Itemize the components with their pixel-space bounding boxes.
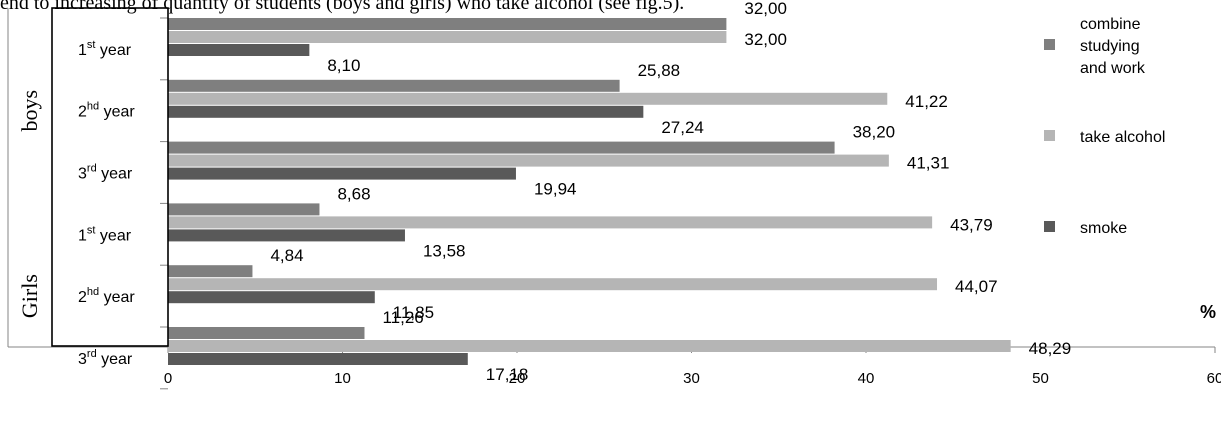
bar — [168, 353, 468, 365]
data-label: 44,07 — [955, 277, 998, 296]
data-label: 32,00 — [744, 0, 787, 18]
bar — [168, 44, 310, 56]
bar — [168, 203, 320, 216]
x-tick-label: 60 — [1207, 370, 1221, 387]
category-label: 2hd year — [78, 101, 135, 121]
category-label: 3rd year — [78, 163, 133, 183]
group-label: Girls — [17, 274, 42, 318]
bar — [168, 167, 516, 180]
data-label: 19,94 — [534, 180, 577, 199]
x-tick-label: 10 — [334, 370, 351, 387]
bar — [168, 154, 889, 167]
legend-label: smoke — [1080, 220, 1127, 237]
legend-swatch — [1044, 221, 1055, 232]
data-label: 11,85 — [393, 303, 434, 322]
data-label: 38,20 — [853, 123, 896, 142]
data-label: 11,26 — [382, 308, 423, 327]
data-label: 43,79 — [950, 215, 993, 234]
bar — [168, 265, 253, 278]
group-label: boys — [17, 90, 42, 132]
bar — [168, 229, 405, 242]
legend-label: studying — [1080, 38, 1140, 55]
bar — [168, 105, 644, 118]
bar — [168, 141, 835, 154]
bar — [168, 31, 727, 43]
category-label: 1st year — [78, 39, 132, 59]
legend-label: combine — [1080, 16, 1141, 33]
bar — [168, 340, 1011, 352]
bar — [168, 92, 888, 105]
legend-swatch — [1044, 39, 1055, 50]
bar — [168, 216, 933, 229]
bar — [168, 291, 375, 304]
x-tick-label: 20 — [509, 370, 526, 387]
data-label: 13,58 — [423, 241, 466, 260]
data-label: 8,10 — [327, 56, 360, 75]
category-box — [51, 7, 169, 347]
data-label: 41,22 — [905, 92, 948, 111]
category-label: 3rd year — [78, 348, 133, 368]
legend-swatch — [1044, 130, 1055, 141]
data-label: 25,88 — [638, 61, 681, 80]
data-label: 27,24 — [661, 118, 704, 137]
bar — [168, 278, 938, 291]
bar — [168, 18, 727, 30]
legend-label: take alcohol — [1080, 129, 1165, 146]
data-label: 32,00 — [744, 30, 787, 49]
x-tick-label: 0 — [164, 370, 172, 387]
x-tick-label: 30 — [683, 370, 700, 387]
category-label: 2hd year — [78, 286, 135, 306]
bar — [168, 79, 620, 92]
x-tick-label: 50 — [1032, 370, 1049, 387]
data-label: 41,31 — [907, 154, 950, 173]
data-label: 4,84 — [270, 246, 303, 265]
data-label: 48,29 — [1029, 339, 1072, 358]
unit-label: % — [1200, 302, 1216, 322]
data-label: 8,68 — [337, 184, 370, 203]
caption-text: end to increasing of quantity of student… — [0, 0, 685, 14]
category-label: 1st year — [78, 224, 132, 244]
legend-label: and work — [1080, 60, 1146, 77]
bar — [168, 327, 365, 339]
data-label: 17,18 — [486, 365, 529, 384]
x-tick-label: 40 — [858, 370, 875, 387]
